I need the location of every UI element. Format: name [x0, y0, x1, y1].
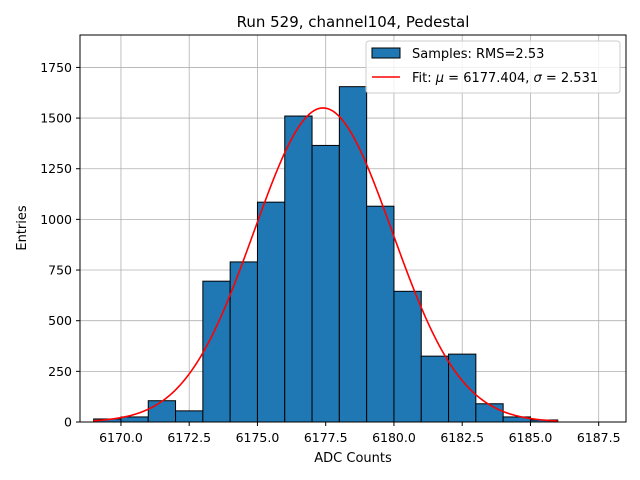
legend-fit-sigma-value: = 2.531	[542, 71, 598, 86]
legend-fit-sigma-symbol: σ	[534, 71, 543, 86]
histogram-bar	[448, 353, 477, 423]
histogram-bar	[284, 115, 313, 423]
histogram-bar	[311, 144, 340, 423]
histogram-bar	[256, 201, 286, 423]
fit-curve	[93, 107, 558, 422]
y-tick-label: 750	[48, 263, 72, 278]
legend-box	[365, 40, 621, 94]
x-tick-label: 6172.5	[167, 430, 211, 445]
histogram-bar	[420, 355, 450, 423]
x-tick-label: 6185.0	[509, 430, 553, 445]
histogram-bar	[120, 416, 149, 423]
y-axis-label: Entries	[15, 205, 30, 251]
histogram-bar	[393, 290, 422, 423]
x-tick-label: 6177.5	[304, 430, 348, 445]
legend-fit-prefix: Fit:	[412, 71, 436, 86]
x-tick-label: 6175.0	[236, 430, 280, 445]
x-tick-label: 6182.5	[440, 430, 484, 445]
histogram-bar	[366, 205, 395, 423]
y-axis-ticks: 0 250 500 750 1000 1250 1500 1750	[40, 60, 80, 430]
legend-fit-mu-value: = 6177.404,	[444, 71, 533, 86]
histogram-bar	[147, 400, 177, 423]
legend: Samples: RMS=2.53 Fit: μ = 6177.404, σ =…	[365, 40, 621, 94]
histogram-bars	[93, 86, 559, 423]
y-tick-label: 250	[48, 364, 72, 379]
x-axis-label: ADC Counts	[314, 451, 392, 466]
y-tick-label: 1250	[40, 161, 72, 176]
legend-fit-mu-symbol: μ	[435, 71, 444, 86]
y-tick-label: 500	[48, 313, 72, 328]
legend-fit-label: Fit: μ = 6177.404, σ = 2.531	[412, 71, 598, 86]
histogram-bar	[475, 403, 504, 423]
histogram-bar	[175, 410, 204, 423]
y-tick-label: 1000	[40, 212, 72, 227]
x-axis-ticks: 6170.0 6172.5 6175.0 6177.5 6180.0 6182.5 6185…	[99, 422, 621, 445]
histogram-bar	[202, 280, 231, 423]
y-tick-label: 1750	[40, 60, 72, 75]
legend-samples-swatch	[371, 47, 401, 59]
x-tick-label: 6187.5	[577, 430, 621, 445]
y-tick-label: 1500	[40, 111, 72, 126]
plot-frame	[79, 34, 627, 423]
legend-samples-label: Samples: RMS=2.53	[412, 47, 544, 62]
histogram-bar	[338, 86, 368, 423]
x-tick-label: 6180.0	[372, 430, 416, 445]
x-tick-label: 6170.0	[99, 430, 143, 445]
chart-title: Run 529, channel104, Pedestal	[237, 13, 470, 31]
y-tick-label: 0	[64, 415, 72, 430]
